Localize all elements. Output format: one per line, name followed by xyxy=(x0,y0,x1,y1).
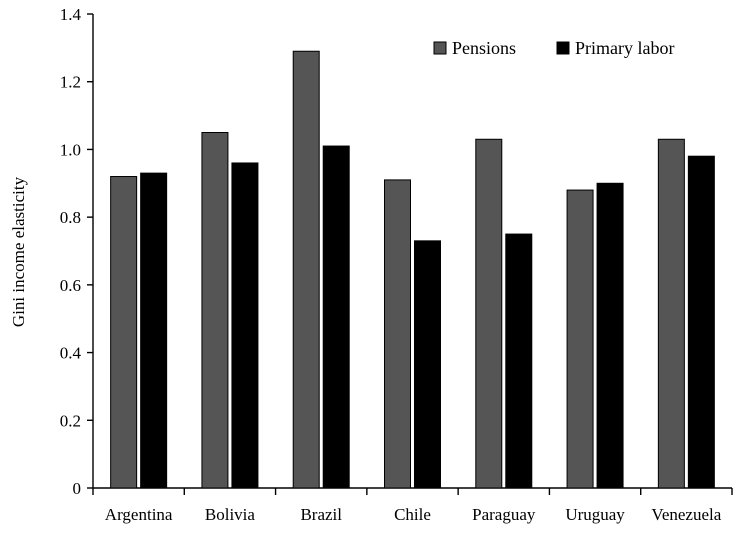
bar-pensions xyxy=(475,138,503,489)
bar-primary-labor xyxy=(505,233,533,489)
bar-primary-labor xyxy=(322,145,350,489)
y-tick-label: 0.8 xyxy=(60,208,81,227)
bar-pensions xyxy=(201,132,229,489)
legend-swatch-primary-labor xyxy=(556,41,570,55)
y-tick-label: 0 xyxy=(73,479,82,498)
bar-primary-labor xyxy=(140,172,168,489)
bar-pensions xyxy=(566,189,594,489)
y-axis: 0 0.2 0.4 0.6 0.8 1.0 1.2 1.4 xyxy=(60,5,94,498)
x-axis: Argentina Bolivia Brazil Chile Paraguay Urugu… xyxy=(92,487,733,524)
legend: Pensions Primary labor xyxy=(433,38,674,58)
legend-label: Primary labor xyxy=(575,38,674,58)
bar-primary-labor xyxy=(596,182,624,489)
x-category-label: Venezuela xyxy=(651,505,721,524)
y-tick-label: 1.2 xyxy=(60,73,81,92)
x-category-label: Bolivia xyxy=(205,505,256,524)
y-tick-label: 1.0 xyxy=(60,140,81,159)
legend-label: Pensions xyxy=(452,38,516,58)
bar-pensions xyxy=(292,50,320,489)
bars-group xyxy=(110,50,715,489)
bar-pensions xyxy=(657,138,685,489)
bar-pensions xyxy=(384,179,411,489)
y-tick-label: 1.4 xyxy=(60,5,82,24)
y-tick-label: 0.6 xyxy=(60,276,81,295)
x-category-label: Uruguay xyxy=(565,505,625,524)
y-axis-title: Gini income elasticity xyxy=(9,176,28,327)
y-tick-label: 0.2 xyxy=(60,411,81,430)
bar-primary-labor xyxy=(231,162,259,489)
x-category-label: Chile xyxy=(394,505,431,524)
y-tick-label: 0.4 xyxy=(60,344,82,363)
x-category-label: Argentina xyxy=(105,505,173,524)
x-category-label: Brazil xyxy=(300,505,342,524)
bar-primary-labor xyxy=(414,240,441,489)
bar-pensions xyxy=(110,176,138,489)
legend-swatch-pensions xyxy=(433,41,447,55)
x-category-label: Paraguay xyxy=(472,505,536,524)
bar-primary-labor xyxy=(687,155,715,489)
